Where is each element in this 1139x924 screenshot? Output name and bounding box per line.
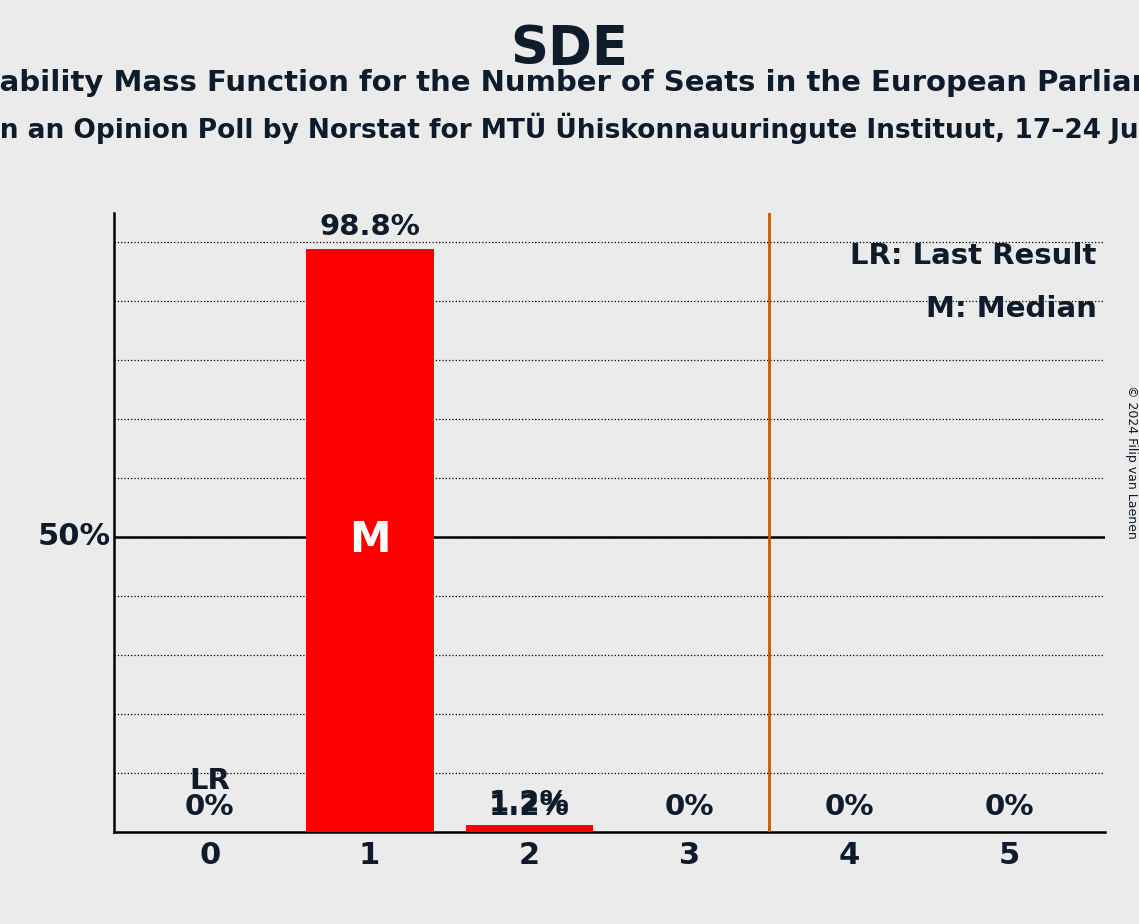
Text: 1.2%: 1.2% <box>489 793 570 821</box>
Text: © 2024 Filip van Laenen: © 2024 Filip van Laenen <box>1124 385 1138 539</box>
Text: M: Median: M: Median <box>926 295 1097 323</box>
Text: LR: Last Result: LR: Last Result <box>851 242 1097 270</box>
Text: M: M <box>349 519 391 562</box>
Text: 0%: 0% <box>984 793 1034 821</box>
Text: Probability Mass Function for the Number of Seats in the European Parliament: Probability Mass Function for the Number… <box>0 69 1139 97</box>
Text: 1.2%: 1.2% <box>489 789 570 817</box>
Bar <box>466 824 593 832</box>
Text: 0%: 0% <box>825 793 874 821</box>
Text: 50%: 50% <box>38 522 110 552</box>
Text: 0%: 0% <box>664 793 714 821</box>
Text: 98.8%: 98.8% <box>319 213 420 241</box>
Text: LR: LR <box>189 768 230 796</box>
Bar <box>305 249 434 832</box>
Text: 0%: 0% <box>185 793 235 821</box>
Text: SDE: SDE <box>510 23 629 75</box>
Text: Based on an Opinion Poll by Norstat for MTÜ Ühiskonnauuringute Instituut, 17–24 : Based on an Opinion Poll by Norstat for … <box>0 113 1139 144</box>
